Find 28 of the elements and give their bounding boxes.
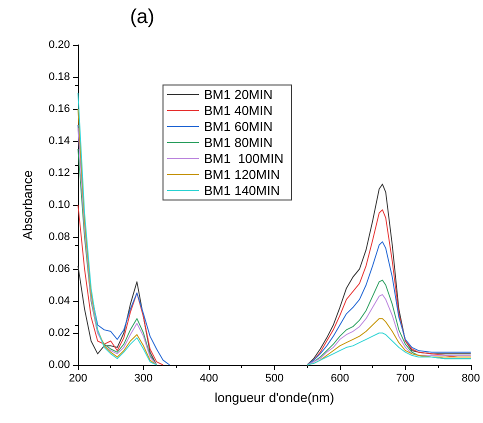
y-tick-label: 0.18 (48, 71, 70, 83)
y-tick-label: 0.12 (48, 167, 70, 179)
x-tick-label: 500 (265, 372, 284, 384)
legend-label: BM1 140MIN (204, 183, 280, 198)
x-tick-label: 700 (396, 372, 415, 384)
y-tick-label: 0.20 (48, 39, 70, 51)
y-tick-label: 0.14 (48, 135, 70, 147)
y-tick-label: 0.04 (48, 295, 70, 307)
y-tick-label: 0.06 (48, 263, 70, 275)
y-axis-title: Absorbance (20, 170, 35, 240)
y-tick-label: 0.16 (48, 103, 70, 115)
legend-label: BM1 80MIN (204, 135, 273, 150)
legend-label: BM1 100MIN (204, 151, 284, 166)
x-tick-label: 200 (68, 372, 88, 384)
x-tick-label: 300 (134, 372, 153, 384)
y-tick-label: 0.08 (48, 231, 70, 243)
y-tick-label: 0.00 (48, 359, 70, 371)
x-tick-label: 800 (462, 372, 480, 384)
x-tick-label: 600 (330, 372, 350, 384)
legend-label: BM1 120MIN (204, 167, 280, 182)
x-axis-title: longueur d'onde(nm) (214, 390, 334, 405)
legend-label: BM1 60MIN (204, 119, 273, 134)
y-tick-label: 0.02 (48, 327, 70, 339)
legend-label: BM1 20MIN (204, 87, 273, 102)
x-tick-label: 400 (200, 372, 218, 384)
chart-title: (a) (130, 6, 154, 28)
y-tick-label: 0.10 (48, 199, 70, 211)
legend-label: BM1 40MIN (204, 103, 273, 118)
